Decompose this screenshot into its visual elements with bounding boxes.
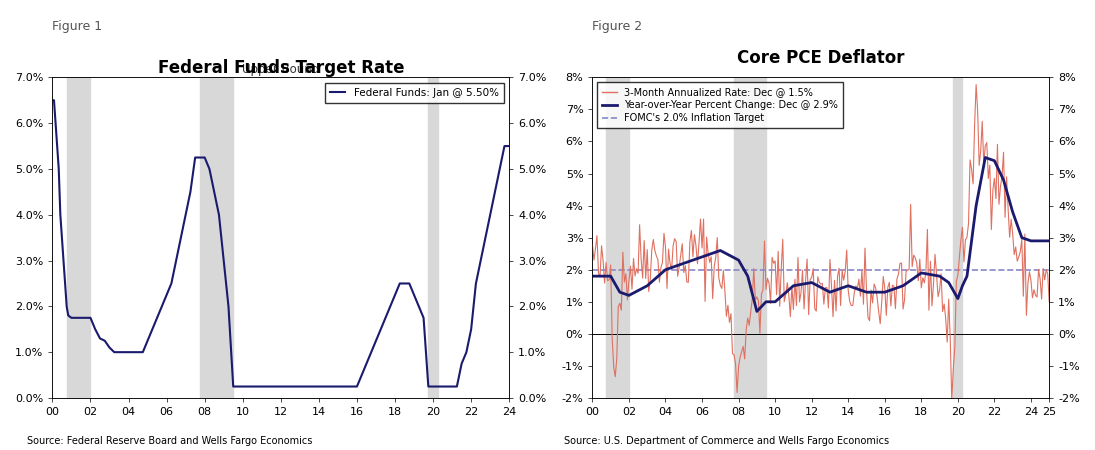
Text: Upper Bound: Upper Bound: [242, 63, 320, 76]
Bar: [954, 77, 963, 398]
Text: Figure 1: Figure 1: [53, 20, 103, 33]
Bar: [607, 77, 629, 398]
Bar: [428, 77, 438, 398]
Bar: [200, 77, 233, 398]
Legend: 3-Month Annualized Rate: Dec @ 1.5%, Year-over-Year Percent Change: Dec @ 2.9%, : 3-Month Annualized Rate: Dec @ 1.5%, Yea…: [597, 82, 843, 128]
Legend: Federal Funds: Jan @ 5.50%: Federal Funds: Jan @ 5.50%: [324, 83, 504, 103]
Text: Source: U.S. Department of Commerce and Wells Fargo Economics: Source: U.S. Department of Commerce and …: [564, 436, 889, 446]
Title: Core PCE Deflator: Core PCE Deflator: [737, 50, 904, 68]
Text: Figure 2: Figure 2: [592, 20, 643, 33]
Bar: [734, 77, 766, 398]
Title: Federal Funds Target Rate: Federal Funds Target Rate: [158, 59, 404, 77]
Bar: [67, 77, 91, 398]
Text: Source: Federal Reserve Board and Wells Fargo Economics: Source: Federal Reserve Board and Wells …: [27, 436, 313, 446]
